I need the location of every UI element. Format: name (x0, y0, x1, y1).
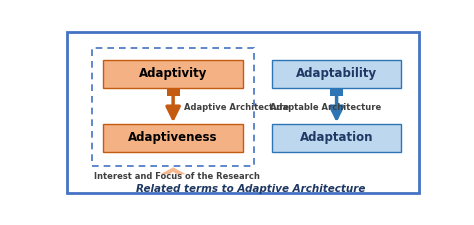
Text: Related terms to Adaptive Architecture: Related terms to Adaptive Architecture (136, 184, 365, 194)
Text: Interest and Focus of the Research: Interest and Focus of the Research (94, 172, 260, 181)
Text: Adaptation: Adaptation (300, 131, 374, 144)
Text: Adaptability: Adaptability (296, 67, 377, 80)
Polygon shape (160, 167, 186, 174)
Text: Adaptivity: Adaptivity (139, 67, 207, 80)
Bar (167, 88, 180, 96)
Bar (92, 48, 254, 166)
Bar (103, 124, 243, 152)
Bar (103, 60, 243, 88)
Bar (272, 60, 401, 88)
Bar (330, 88, 343, 96)
Text: Adaptive Architecture: Adaptive Architecture (184, 103, 289, 112)
Text: Adaptiveness: Adaptiveness (128, 131, 218, 144)
Text: Adaptable Architecture: Adaptable Architecture (271, 103, 382, 112)
Bar (272, 124, 401, 152)
